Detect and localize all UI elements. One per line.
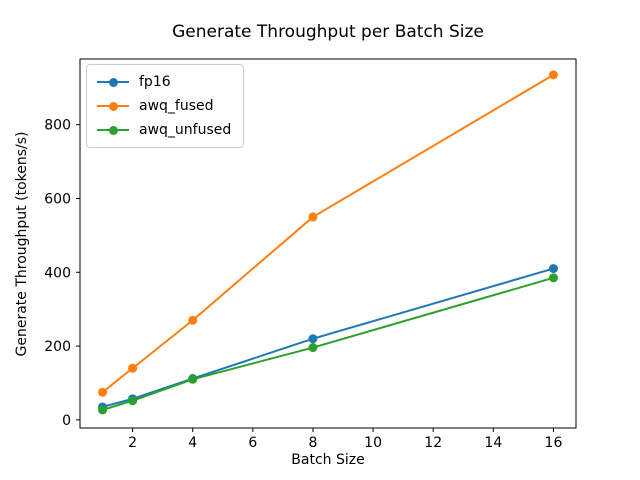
legend-label: fp16 [139, 74, 171, 90]
x-tick-label: 16 [545, 435, 563, 451]
series-marker-awq_unfused [188, 374, 198, 384]
legend: fp16 awq_fused awq_unfused [86, 64, 245, 148]
series-marker-awq_unfused [128, 396, 138, 406]
y-tick-label: 600 [44, 191, 71, 207]
series-marker-awq_unfused [548, 273, 558, 283]
legend-label: awq_unfused [139, 122, 232, 138]
axes-spines [79, 58, 577, 429]
x-tick-label: 10 [364, 435, 382, 451]
legend-item-fp16: fp16 [97, 70, 231, 94]
series-marker-awq_fused [548, 70, 558, 80]
chart-title: Generate Throughput per Batch Size [172, 22, 484, 42]
series-marker-awq_unfused [98, 405, 108, 415]
x-tick-label: 6 [248, 435, 257, 451]
x-tick-label: 2 [128, 435, 137, 451]
series-marker-awq_fused [188, 315, 198, 325]
y-tick-label: 800 [44, 118, 71, 134]
x-axis-label: Batch Size [291, 452, 365, 468]
x-tick-label: 4 [188, 435, 197, 451]
series-line-awq_unfused [101, 276, 555, 411]
y-tick-label: 400 [44, 265, 71, 281]
legend-line-marker-icon [97, 125, 129, 135]
series-marker-awq_unfused [308, 343, 318, 353]
series-marker-awq_fused [308, 212, 318, 222]
series-marker-awq_fused [98, 387, 108, 397]
series-marker-fp16 [308, 334, 318, 344]
x-tick-label: 14 [484, 435, 502, 451]
series-marker-fp16 [548, 264, 558, 274]
legend-line-marker-icon [97, 77, 129, 87]
legend-item-awq_unfused: awq_unfused [97, 118, 231, 142]
series-marker-awq_fused [128, 363, 138, 373]
legend-label: awq_fused [139, 98, 214, 114]
x-tick-label: 12 [424, 435, 442, 451]
legend-item-awq_fused: awq_fused [97, 94, 231, 118]
y-tick-label: 200 [44, 339, 71, 355]
legend-line-marker-icon [97, 101, 129, 111]
x-tick-label: 8 [309, 435, 318, 451]
y-tick-label: 0 [62, 413, 71, 429]
